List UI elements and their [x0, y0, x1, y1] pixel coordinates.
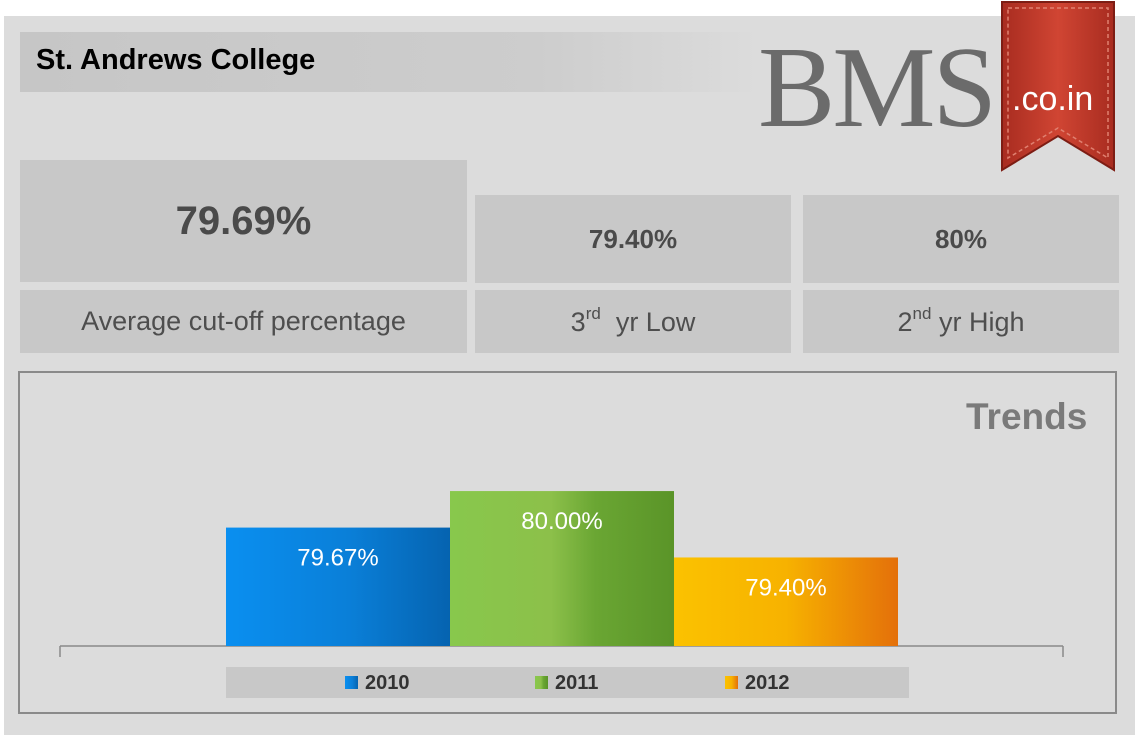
bar-2010: [226, 527, 450, 646]
average-label: Average cut-off percentage: [81, 306, 406, 336]
low-value: 79.40%: [588, 223, 678, 254]
average-label-box: Average cut-off percentage: [20, 290, 467, 353]
title-bar: [20, 32, 760, 92]
legend-swatch-2012: [725, 676, 738, 689]
legend-label-2011: 2011: [555, 672, 598, 694]
average-value-box: 79.69%: [20, 160, 467, 282]
high-label-box: 2nd yr High: [803, 290, 1119, 353]
high-label: 2nd yr High: [897, 303, 1025, 337]
bar-2011: [450, 491, 674, 646]
bar-2012: [674, 557, 898, 646]
average-value: 79.69%: [175, 198, 312, 243]
chart-title: Trends: [966, 396, 1088, 437]
high-value: 80%: [934, 223, 988, 254]
low-label: 3rd yr Low: [570, 303, 696, 337]
data-label-2011: 80.00%: [521, 508, 602, 535]
logo-ribbon-text: .co.in: [1012, 80, 1094, 118]
page-title: St. Andrews College: [36, 44, 316, 76]
low-label-box: 3rd yr Low: [475, 290, 791, 353]
legend-swatch-2010: [345, 676, 358, 689]
logo-text: BMS: [758, 24, 997, 152]
legend-swatch-2011: [535, 676, 548, 689]
legend-label-2012: 2012: [745, 672, 790, 694]
data-label-2012: 79.40%: [745, 574, 826, 601]
logo-ribbon-icon: [1001, 1, 1115, 172]
legend-label-2010: 2010: [365, 672, 410, 694]
legend-background: [226, 667, 909, 698]
data-label-2010: 79.67%: [297, 545, 378, 572]
low-value-box: 79.40%: [475, 195, 791, 283]
high-value-box: 80%: [803, 195, 1119, 283]
